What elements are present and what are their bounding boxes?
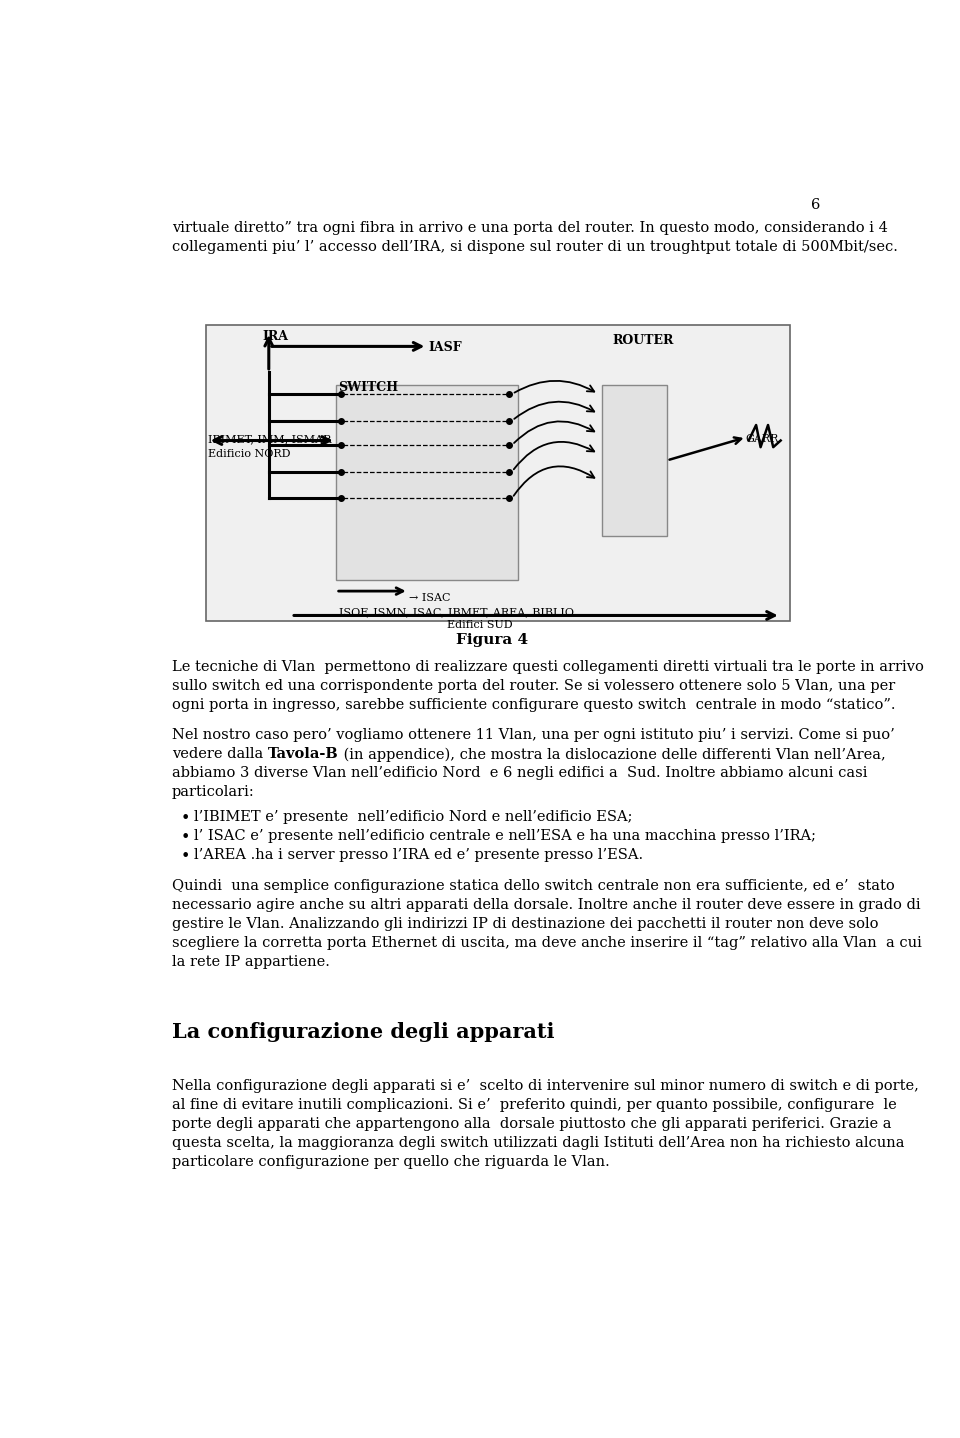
Text: Nella configurazione degli apparati si e’  scelto di intervenire sul minor numer: Nella configurazione degli apparati si e… xyxy=(172,1078,919,1093)
Text: l’AREA .ha i server presso l’IRA ed e’ presente presso l’ESA.: l’AREA .ha i server presso l’IRA ed e’ p… xyxy=(194,848,643,863)
Text: •: • xyxy=(181,830,190,846)
Text: collegamenti piu’ l’ accesso dell’IRA, si dispone sul router di un troughtput to: collegamenti piu’ l’ accesso dell’IRA, s… xyxy=(172,240,898,255)
Text: Nel nostro caso pero’ vogliamo ottenere 11 Vlan, una per ogni istituto piu’ i se: Nel nostro caso pero’ vogliamo ottenere … xyxy=(172,728,895,742)
Text: abbiamo 3 diverse Vlan nell’edificio Nord  e 6 negli edifici a  Sud. Inoltre abb: abbiamo 3 diverse Vlan nell’edificio Nor… xyxy=(172,766,868,781)
Text: ROUTER: ROUTER xyxy=(612,334,674,347)
Text: Tavola-B: Tavola-B xyxy=(268,748,339,761)
Text: ISOF, ISMN, ISAC, IBMET, AREA, BIBLIO: ISOF, ISMN, ISAC, IBMET, AREA, BIBLIO xyxy=(340,608,574,618)
Text: SWITCH: SWITCH xyxy=(338,381,398,394)
Text: Edificio NORD: Edificio NORD xyxy=(207,450,290,459)
Text: l’IBIMET e’ presente  nell’edificio Nord e nell’edificio ESA;: l’IBIMET e’ presente nell’edificio Nord … xyxy=(194,810,633,824)
Text: IRA: IRA xyxy=(263,329,289,342)
Text: 6: 6 xyxy=(811,198,821,211)
Text: particolari:: particolari: xyxy=(172,785,254,800)
Text: IASF: IASF xyxy=(429,341,463,354)
Text: Figura 4: Figura 4 xyxy=(456,633,528,647)
FancyArrowPatch shape xyxy=(514,421,594,443)
Text: l’ ISAC e’ presente nell’edificio centrale e nell’ESA e ha una macchina presso l: l’ ISAC e’ presente nell’edificio centra… xyxy=(194,830,816,843)
Text: •: • xyxy=(181,848,190,866)
FancyArrowPatch shape xyxy=(515,401,594,418)
FancyArrowPatch shape xyxy=(514,441,594,469)
Text: La configurazione degli apparati: La configurazione degli apparati xyxy=(172,1021,555,1041)
FancyArrowPatch shape xyxy=(514,466,594,496)
Text: al fine di evitare inutili complicazioni. Si e’  preferito quindi, per quanto po: al fine di evitare inutili complicazioni… xyxy=(172,1097,897,1112)
FancyArrowPatch shape xyxy=(515,381,594,393)
Text: necessario agire anche su altri apparati della dorsale. Inoltre anche il router : necessario agire anche su altri apparati… xyxy=(172,897,921,912)
Bar xyxy=(205,325,790,621)
Text: scegliere la corretta porta Ethernet di uscita, ma deve anche inserire il “tag” : scegliere la corretta porta Ethernet di … xyxy=(172,936,922,951)
Text: (in appendice), che mostra la dislocazione delle differenti Vlan nell’Area,: (in appendice), che mostra la dislocazio… xyxy=(339,748,885,762)
Bar xyxy=(336,385,518,580)
Text: •: • xyxy=(181,810,190,827)
Text: porte degli apparati che appartengono alla  dorsale piuttosto che gli apparati p: porte degli apparati che appartengono al… xyxy=(172,1117,892,1130)
Text: ogni porta in ingresso, sarebbe sufficiente configurare questo switch  centrale : ogni porta in ingresso, sarebbe sufficie… xyxy=(172,697,896,712)
Text: gestire le Vlan. Analizzando gli indirizzi IP di destinazione dei pacchetti il r: gestire le Vlan. Analizzando gli indiriz… xyxy=(172,917,878,930)
Text: Edifici SUD: Edifici SUD xyxy=(447,620,513,630)
Text: Quindi  una semplice configurazione statica dello switch centrale non era suffic: Quindi una semplice configurazione stati… xyxy=(172,879,895,893)
Text: vedere dalla: vedere dalla xyxy=(172,748,268,761)
Text: IBIMET, IMM, ISMAR: IBIMET, IMM, ISMAR xyxy=(207,434,331,444)
Text: GARR: GARR xyxy=(745,434,779,444)
Text: → ISAC: → ISAC xyxy=(409,594,450,604)
Text: sullo switch ed una corrispondente porta del router. Se si volessero ottenere so: sullo switch ed una corrispondente porta… xyxy=(172,679,896,693)
Text: virtuale diretto” tra ogni fibra in arrivo e una porta del router. In questo mod: virtuale diretto” tra ogni fibra in arri… xyxy=(172,221,888,236)
Bar xyxy=(602,385,667,536)
Text: la rete IP appartiene.: la rete IP appartiene. xyxy=(172,955,330,969)
Text: particolare configurazione per quello che riguarda le Vlan.: particolare configurazione per quello ch… xyxy=(172,1155,610,1169)
Text: questa scelta, la maggioranza degli switch utilizzati dagli Istituti dell’Area n: questa scelta, la maggioranza degli swit… xyxy=(172,1136,904,1150)
Text: Le tecniche di Vlan  permettono di realizzare questi collegamenti diretti virtua: Le tecniche di Vlan permettono di realiz… xyxy=(172,660,924,674)
